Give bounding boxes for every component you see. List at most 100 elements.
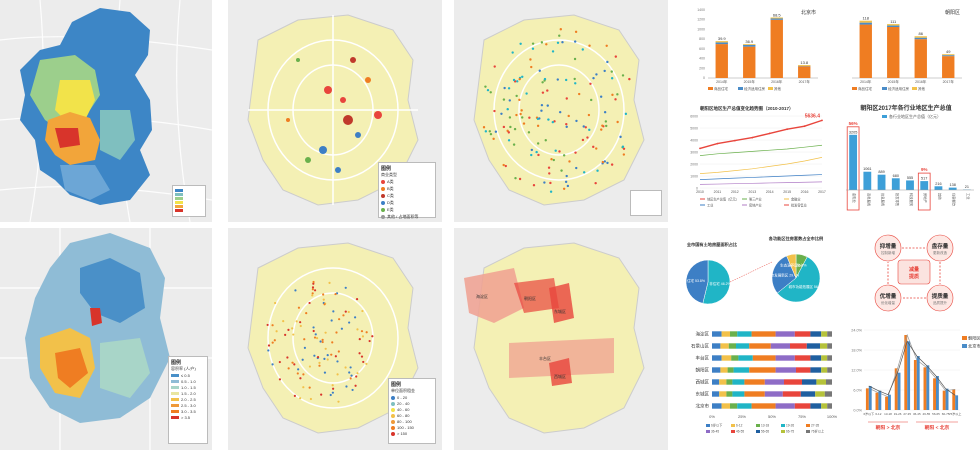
pie-slice <box>685 259 709 304</box>
stack-segment <box>816 379 826 385</box>
m5-point <box>297 368 300 371</box>
m5-point <box>348 321 351 324</box>
m5-point <box>299 321 302 324</box>
pie-title: 全市国有土地房屋面积占比 <box>686 241 738 248</box>
m5-point <box>311 294 314 297</box>
m5-legend-item: > 150 <box>397 431 408 436</box>
x-tick: 6岁以下 <box>863 411 874 416</box>
stack-segment <box>810 367 822 373</box>
legend-label: 56-65 <box>761 430 769 434</box>
stack-segment <box>721 331 730 337</box>
stack-segment <box>737 331 752 337</box>
m4-legend-item: ≤ 0.5 <box>181 373 190 378</box>
m4-legend: 图例 容积率 (人/户) ≤ 0.5 0.5 - 1.0 1.0 - 1.5 1… <box>168 356 208 444</box>
row-label: 朝阳区 <box>696 367 710 374</box>
pie-label: 城市功能拓展区 56.4% <box>788 284 823 289</box>
m6-zone-core <box>549 283 574 323</box>
node-sub: 品质提升 <box>933 300 947 305</box>
stack-segment <box>726 379 733 385</box>
m3-point <box>507 87 511 90</box>
m3-point <box>541 81 544 84</box>
bar <box>942 54 955 56</box>
m5-point <box>326 353 329 357</box>
m3-point <box>564 180 568 184</box>
m3-point <box>541 91 545 94</box>
m5-point <box>271 341 274 344</box>
stack-segment <box>810 403 822 409</box>
m3-point <box>484 130 488 133</box>
series-line <box>699 174 823 180</box>
m6-label: 西城区 <box>554 373 566 379</box>
stack-segment <box>744 379 765 385</box>
bar <box>891 178 900 190</box>
m5-point <box>311 292 314 295</box>
stack-segment <box>824 391 832 397</box>
legend-label: 商品住宅 <box>858 86 872 91</box>
m3-point <box>525 92 528 95</box>
tick-label: 2015年 <box>744 79 756 84</box>
x-tick: 75% <box>798 414 806 419</box>
m3-point <box>556 41 560 44</box>
tick-label: 2014年 <box>860 79 872 84</box>
stack-segment <box>764 391 783 397</box>
m3-point <box>574 82 577 85</box>
map-6-svg: 朝阳区 海淀区 丰台区 东城区 西城区 <box>464 242 645 434</box>
bar <box>875 392 879 410</box>
m5-point <box>273 339 276 342</box>
stack-segment <box>764 379 784 385</box>
m3-point <box>504 164 508 168</box>
chart-industry-bar: 朝阳区2017年各行业地区生产总值 各行业地区生产总值（亿元） 3205 金融业 106… <box>832 102 980 220</box>
node-sub: 更新改造 <box>933 250 947 255</box>
m3-point <box>573 40 577 43</box>
tick-label: 2016年 <box>771 79 783 84</box>
m3-point <box>605 124 608 128</box>
y-tick: 0 <box>703 76 705 80</box>
node-title: 提质量 <box>932 292 949 300</box>
m3-point <box>540 41 544 44</box>
callout-box <box>917 172 931 211</box>
stack-segment <box>712 367 721 373</box>
bar <box>859 24 872 79</box>
pie-label: 生态涵养区 6.4% <box>780 263 806 268</box>
tick-label: 金融业 <box>852 193 857 204</box>
stack-segment <box>712 343 721 349</box>
m5-point <box>312 280 315 284</box>
m5-point <box>313 354 316 357</box>
m5-point <box>322 298 325 301</box>
m3-point <box>566 184 570 188</box>
beijing-bar-svg: 北京市 39.9 2014年 36.9 2015年 68.5 2016年 13.8 2017年商… <box>697 8 818 91</box>
m5-point <box>320 393 323 396</box>
m3-point <box>592 145 595 149</box>
stack-segment <box>712 355 722 361</box>
m3-point <box>547 166 551 169</box>
m3-point <box>610 163 614 166</box>
m5-point <box>295 320 298 323</box>
legend-label: 6岁以下 <box>711 423 723 428</box>
bar-label: 49 <box>946 49 951 54</box>
m5-point <box>299 377 302 380</box>
m3-point <box>603 69 606 73</box>
y-tick: 200 <box>699 66 705 70</box>
m2-legend-item: E类 <box>387 207 394 212</box>
annotation-label: 朝阳 < 北京 <box>925 424 950 431</box>
m4-legend-item: 3.0 - 3.5 <box>181 409 196 414</box>
m3-point <box>577 92 581 96</box>
stack-segment <box>733 367 750 373</box>
m3-point <box>532 184 536 187</box>
m4-legend-item: 1.0 - 1.5 <box>181 385 196 390</box>
m3-point <box>514 176 517 180</box>
stack-segment <box>794 355 811 361</box>
m3-point <box>562 187 566 190</box>
legend-label: 北京市 <box>968 343 980 350</box>
bar-label: 111 <box>890 19 897 24</box>
m3-point <box>489 132 493 136</box>
m3-point <box>535 150 538 154</box>
bar-label: 68.5 <box>773 12 782 17</box>
tick-label: 商务服务 <box>866 193 871 207</box>
m5-point <box>271 363 274 366</box>
tick-label: 2015年 <box>888 79 900 84</box>
m3-point <box>565 97 568 100</box>
row-label: 西城区 <box>696 379 710 386</box>
m5-point <box>323 303 326 306</box>
m3-point <box>565 174 568 178</box>
